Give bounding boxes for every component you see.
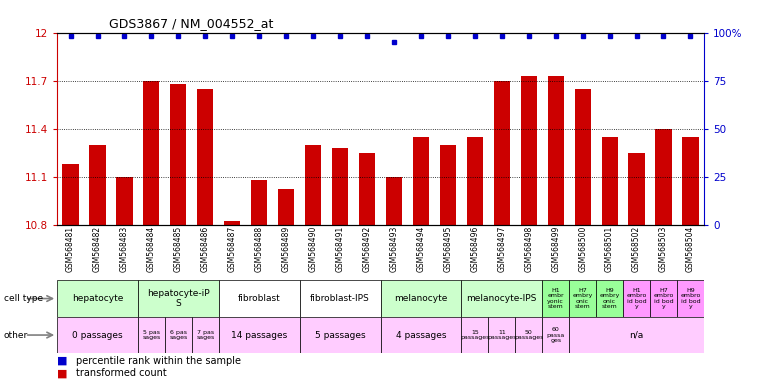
Text: H7
embry
onic
stem: H7 embry onic stem bbox=[572, 288, 593, 309]
Bar bbox=[515, 317, 543, 353]
Text: 4 passages: 4 passages bbox=[396, 331, 446, 339]
Text: ■: ■ bbox=[57, 368, 68, 379]
Bar bbox=[278, 189, 295, 225]
Bar bbox=[569, 280, 596, 317]
Bar bbox=[300, 280, 380, 317]
Bar bbox=[677, 280, 704, 317]
Bar bbox=[116, 177, 132, 225]
Bar bbox=[412, 137, 429, 225]
Bar bbox=[601, 137, 618, 225]
Text: melanocyte-IPS: melanocyte-IPS bbox=[466, 294, 537, 303]
Bar bbox=[623, 280, 650, 317]
Bar bbox=[386, 177, 402, 225]
Bar bbox=[543, 280, 569, 317]
Bar bbox=[62, 164, 78, 225]
Bar bbox=[219, 280, 300, 317]
Bar bbox=[489, 317, 515, 353]
Text: H7
embro
id bod
y: H7 embro id bod y bbox=[653, 288, 673, 309]
Text: 7 pas
sages: 7 pas sages bbox=[196, 330, 215, 340]
Text: melanocyte: melanocyte bbox=[394, 294, 447, 303]
Text: 6 pas
sages: 6 pas sages bbox=[169, 330, 187, 340]
Bar bbox=[90, 145, 106, 225]
Bar bbox=[251, 180, 267, 225]
Bar bbox=[521, 76, 537, 225]
Text: H1
embr
yonic
stem: H1 embr yonic stem bbox=[547, 288, 564, 309]
Bar bbox=[461, 280, 542, 317]
Text: H9
embro
id bod
y: H9 embro id bod y bbox=[680, 288, 701, 309]
Bar bbox=[57, 280, 138, 317]
Bar bbox=[197, 89, 213, 225]
Bar bbox=[138, 317, 165, 353]
Bar bbox=[138, 280, 219, 317]
Text: fibroblast: fibroblast bbox=[238, 294, 281, 303]
Bar bbox=[494, 81, 510, 225]
Text: ■: ■ bbox=[57, 356, 68, 366]
Bar bbox=[305, 145, 321, 225]
Bar bbox=[57, 317, 138, 353]
Text: 5 pas
sages: 5 pas sages bbox=[142, 330, 161, 340]
Text: 60
passa
ges: 60 passa ges bbox=[546, 327, 565, 343]
Bar bbox=[380, 317, 461, 353]
Bar bbox=[165, 317, 192, 353]
Bar bbox=[170, 84, 186, 225]
Text: percentile rank within the sample: percentile rank within the sample bbox=[76, 356, 241, 366]
Text: hepatocyte: hepatocyte bbox=[72, 294, 123, 303]
Bar bbox=[650, 280, 677, 317]
Text: fibroblast-IPS: fibroblast-IPS bbox=[310, 294, 370, 303]
Text: 15
passages: 15 passages bbox=[460, 330, 489, 340]
Text: cell type: cell type bbox=[4, 294, 43, 303]
Bar bbox=[683, 137, 699, 225]
Bar bbox=[380, 280, 461, 317]
Bar bbox=[461, 317, 489, 353]
Bar bbox=[224, 222, 240, 225]
Text: 50
passages: 50 passages bbox=[514, 330, 543, 340]
Text: other: other bbox=[4, 331, 28, 339]
Text: H1
embro
id bod
y: H1 embro id bod y bbox=[626, 288, 647, 309]
Bar bbox=[332, 148, 348, 225]
Text: hepatocyte-iP
S: hepatocyte-iP S bbox=[147, 289, 210, 308]
Text: 11
passages: 11 passages bbox=[487, 330, 517, 340]
Bar bbox=[575, 89, 591, 225]
Text: 0 passages: 0 passages bbox=[72, 331, 123, 339]
Bar bbox=[143, 81, 160, 225]
Bar bbox=[300, 317, 380, 353]
Text: n/a: n/a bbox=[629, 331, 644, 339]
Bar bbox=[219, 317, 300, 353]
Bar bbox=[548, 76, 564, 225]
Text: 5 passages: 5 passages bbox=[315, 331, 365, 339]
Bar bbox=[569, 317, 704, 353]
Bar bbox=[655, 129, 672, 225]
Text: GDS3867 / NM_004552_at: GDS3867 / NM_004552_at bbox=[109, 17, 273, 30]
Text: H9
embry
onic
stem: H9 embry onic stem bbox=[600, 288, 619, 309]
Bar bbox=[192, 317, 219, 353]
Bar bbox=[543, 317, 569, 353]
Bar bbox=[629, 152, 645, 225]
Bar bbox=[596, 280, 623, 317]
Bar bbox=[440, 145, 456, 225]
Text: 14 passages: 14 passages bbox=[231, 331, 288, 339]
Bar bbox=[359, 152, 375, 225]
Text: transformed count: transformed count bbox=[76, 368, 167, 379]
Bar bbox=[466, 137, 483, 225]
